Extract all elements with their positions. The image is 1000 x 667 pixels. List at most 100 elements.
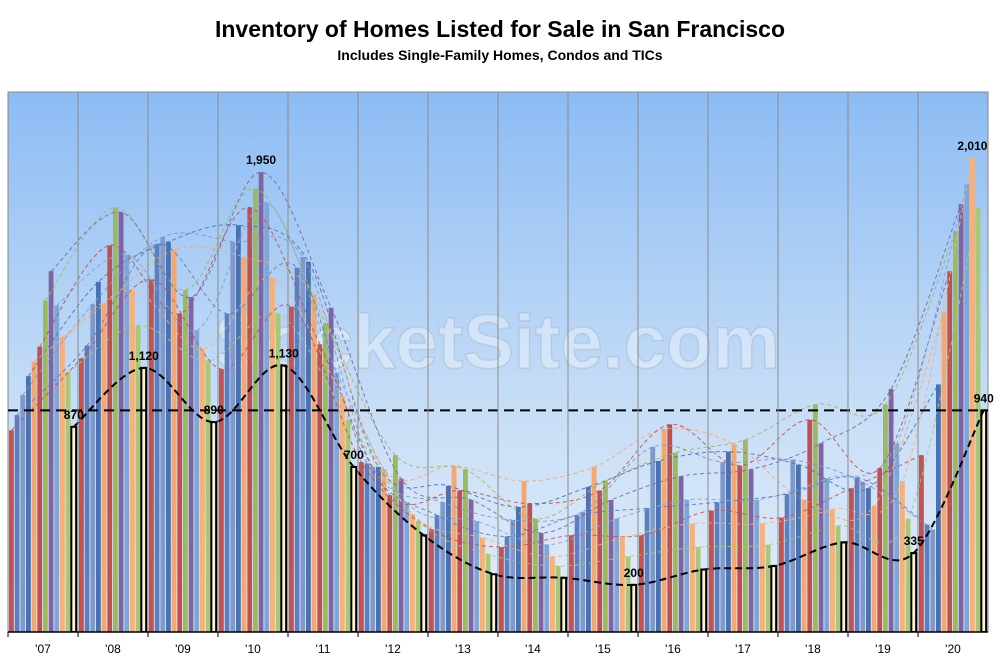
bar <box>936 384 941 632</box>
bar <box>544 544 550 632</box>
bar <box>334 372 340 632</box>
bar <box>807 419 813 632</box>
bar <box>714 502 720 632</box>
bar <box>166 241 171 632</box>
bar <box>9 430 14 632</box>
bar <box>275 313 281 632</box>
bar <box>364 463 370 632</box>
bar <box>60 337 65 632</box>
highlight-bar <box>980 409 988 632</box>
bar <box>415 521 421 632</box>
bar <box>200 349 205 632</box>
bar <box>451 465 457 632</box>
bar <box>289 306 294 632</box>
bar <box>608 499 614 632</box>
bar <box>877 468 883 632</box>
bar <box>434 515 440 632</box>
value-label: 1,130 <box>269 347 299 361</box>
bar <box>580 511 586 632</box>
bar <box>323 323 328 632</box>
bar <box>591 466 597 632</box>
bar <box>31 362 37 632</box>
trend-line <box>67 207 979 567</box>
bar <box>135 325 141 632</box>
bar <box>54 305 60 632</box>
bar <box>603 481 608 632</box>
bar <box>118 212 124 632</box>
highlight-bar <box>560 576 568 632</box>
bar <box>656 461 661 632</box>
x-tick-label: '09 <box>175 642 191 656</box>
bar <box>457 490 463 632</box>
bar <box>359 462 364 632</box>
bar <box>975 207 981 632</box>
bar <box>550 556 555 632</box>
bar <box>866 488 871 632</box>
bar <box>306 261 311 632</box>
bar <box>860 482 866 632</box>
bar <box>667 424 673 632</box>
bar <box>760 523 765 632</box>
bar <box>835 525 841 632</box>
bar <box>924 524 930 632</box>
bar <box>684 499 690 632</box>
bar <box>345 419 351 632</box>
bar <box>538 532 544 632</box>
value-label: 870 <box>64 408 84 422</box>
highlight-bar <box>700 568 708 632</box>
value-label: 700 <box>344 448 364 462</box>
bar <box>404 502 410 632</box>
highlight-bar <box>210 421 218 632</box>
bar <box>779 517 784 632</box>
highlight-bar <box>420 534 428 632</box>
bar <box>824 478 830 632</box>
bar <box>154 244 160 632</box>
bar <box>726 451 731 632</box>
trend-line <box>33 246 945 521</box>
x-tick-label: '14 <box>525 642 541 656</box>
bar <box>376 466 381 632</box>
bar <box>801 499 807 632</box>
bar <box>849 488 854 632</box>
bar <box>270 278 275 632</box>
bar <box>446 485 451 632</box>
x-tick-label: '20 <box>945 642 961 656</box>
x-tick-label: '11 <box>316 642 331 656</box>
trend-line <box>28 224 939 508</box>
bar <box>586 486 591 632</box>
bar <box>941 312 947 632</box>
chart-title: Inventory of Homes Listed for Sale in Sa… <box>215 16 785 42</box>
value-label: 1,120 <box>129 349 159 363</box>
bar <box>236 225 241 632</box>
bar <box>440 502 446 632</box>
bar <box>20 395 26 632</box>
trend-line <box>73 364 985 587</box>
highlight-bar <box>840 541 848 632</box>
bar <box>463 469 468 632</box>
bar <box>474 521 480 632</box>
bar <box>26 376 31 632</box>
bar <box>230 241 236 632</box>
bar <box>883 404 888 632</box>
bar <box>964 183 970 632</box>
x-tick-label: '16 <box>665 642 681 656</box>
trend-line <box>39 207 951 506</box>
chart-subtitle: Includes Single-Family Homes, Condos and… <box>337 47 662 63</box>
trend-line <box>50 171 962 534</box>
x-tick-label: '10 <box>245 642 261 656</box>
bar <box>796 464 801 632</box>
bar <box>765 544 771 632</box>
highlight-bar <box>910 552 918 632</box>
trend-line <box>16 243 928 537</box>
bar <box>247 207 253 632</box>
bar <box>84 345 90 632</box>
bar <box>614 518 620 632</box>
x-tick-label: '08 <box>105 642 121 656</box>
bar <box>830 509 835 632</box>
highlight-bar <box>280 364 288 632</box>
bar <box>90 304 96 632</box>
bar <box>43 300 48 632</box>
bar <box>480 537 485 632</box>
bar <box>219 369 224 632</box>
